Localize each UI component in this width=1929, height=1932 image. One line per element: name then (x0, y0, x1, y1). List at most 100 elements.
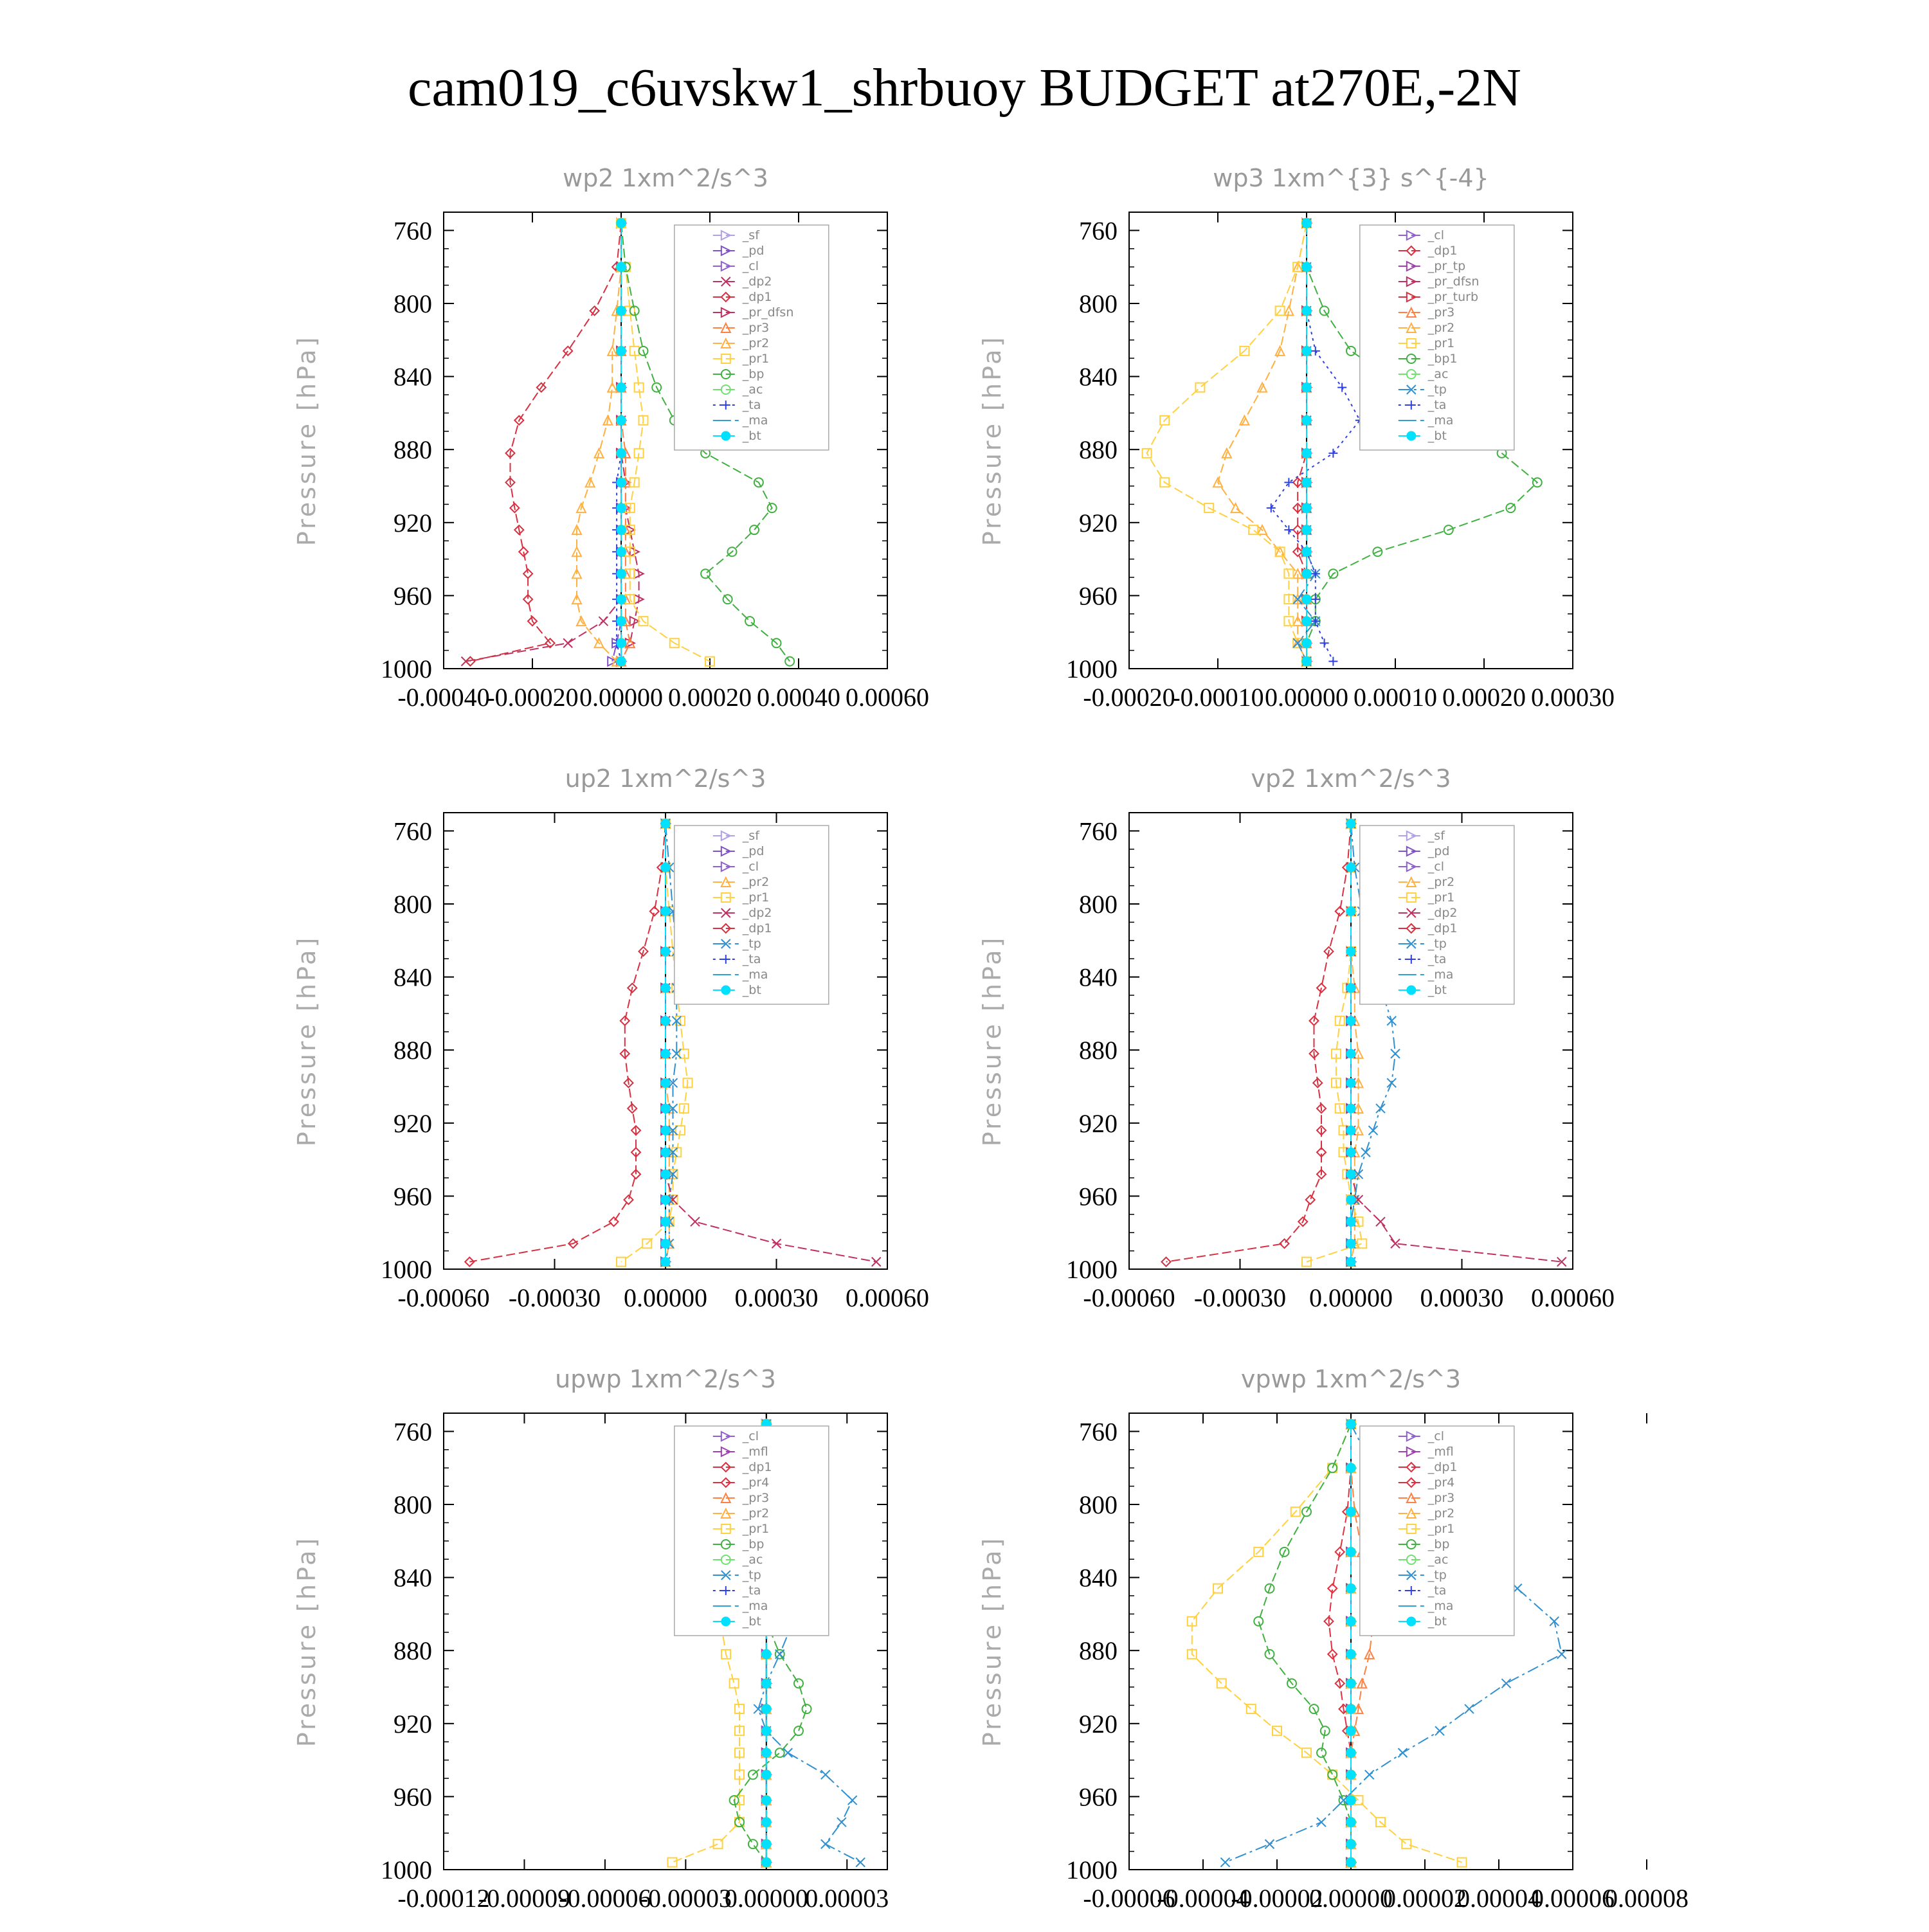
legend-label: _dp1 (742, 290, 772, 304)
data-point (1213, 1583, 1223, 1594)
data-point (1292, 638, 1303, 648)
series-bt (1346, 1419, 1356, 1868)
legend-marker (720, 892, 731, 903)
data-point (1375, 1817, 1386, 1828)
legend-marker (1406, 845, 1418, 857)
data-point (1331, 1078, 1341, 1088)
data-point (660, 946, 671, 957)
data-point (682, 1078, 693, 1088)
legend-label: _ac (742, 383, 763, 397)
data-point (1353, 1169, 1364, 1180)
data-point (771, 638, 782, 649)
data-point (734, 1769, 745, 1780)
legend-label: _ma (1427, 968, 1454, 982)
data-point (1292, 476, 1303, 488)
data-point (761, 1769, 772, 1780)
x-tick-label: 0.00020 (668, 683, 752, 712)
data-point (1375, 1216, 1386, 1227)
legend-label: _pr3 (1427, 1491, 1454, 1505)
data-point (616, 1256, 626, 1267)
data-point (1292, 593, 1303, 605)
series-bt (1346, 818, 1356, 1267)
data-point (774, 1747, 785, 1758)
panel-up2: up2 1xm^2/s^3 Pressure [hPa] 760 800 840 880 9… (293, 764, 929, 1312)
data-point (1238, 414, 1251, 426)
data-point (1327, 1583, 1338, 1594)
data-point (1279, 1546, 1290, 1557)
legend-label: _cl (742, 860, 759, 874)
data-point (619, 1048, 631, 1060)
data-point (1346, 1016, 1356, 1026)
y-tick-label: 760 (394, 216, 432, 245)
series-line-tp (1350, 823, 1397, 1262)
data-point (1248, 525, 1259, 536)
data-point (1316, 1817, 1327, 1827)
data-point (616, 525, 626, 535)
data-point (1274, 305, 1285, 316)
data-point (589, 305, 601, 316)
legend-marker (1406, 1524, 1417, 1534)
data-point (1346, 1817, 1356, 1827)
y-tick-label: 880 (1079, 1036, 1118, 1065)
series-pr1 (1141, 218, 1312, 667)
data-point (638, 946, 649, 957)
data-point (616, 477, 626, 487)
legend-box (674, 224, 829, 451)
legend-label: _pd (742, 244, 765, 258)
series-line-dp2 (466, 223, 622, 662)
legend-marker (721, 276, 731, 287)
data-point (1346, 983, 1356, 993)
data-point (616, 305, 626, 316)
data-point (667, 1857, 678, 1868)
data-point (1264, 1839, 1275, 1849)
y-tick-label: 1000 (1066, 1855, 1118, 1884)
data-point (1334, 1677, 1346, 1689)
legend-label: _cl (1427, 228, 1444, 242)
data-point (734, 1747, 745, 1758)
data-point (1301, 525, 1312, 535)
data-point (616, 503, 626, 513)
legend-marker (721, 908, 731, 918)
legend-marker (720, 1507, 732, 1519)
x-tick-label: 0.00000 (1309, 1884, 1393, 1913)
y-tick-label: 1000 (1066, 1255, 1118, 1284)
y-axis-label: Pressure [hPa] (293, 1536, 321, 1747)
y-tick-label: 920 (1079, 1710, 1118, 1738)
data-point (729, 1795, 739, 1806)
x-tick-label: -0.00020 (1083, 683, 1175, 712)
data-point (571, 546, 583, 557)
series-line-bp (1258, 1423, 1352, 1863)
x-tick-label: -0.00012 (397, 1884, 489, 1913)
data-point (1256, 381, 1268, 393)
y-tick-label: 800 (1079, 289, 1118, 318)
x-tick-label: -0.00002 (1231, 1884, 1323, 1913)
legend-label: _cl (742, 259, 759, 273)
x-tick-label: 0.00002 (1383, 1884, 1467, 1913)
y-tick-label: 800 (1079, 1490, 1118, 1519)
y-tick-label: 800 (394, 289, 432, 318)
data-point (847, 1795, 858, 1805)
x-tick-label: -0.00006 (1083, 1884, 1175, 1913)
series-line-dp1 (470, 222, 622, 662)
data-point (608, 1216, 619, 1227)
data-point (629, 305, 640, 316)
legend-label: _ac (742, 1553, 763, 1567)
data-point (522, 593, 534, 605)
legend-label: _bt (742, 429, 761, 443)
series-bt (616, 218, 626, 667)
legend-marker (720, 845, 732, 857)
data-point (1337, 383, 1347, 392)
data-point (761, 1678, 772, 1688)
data-point (761, 1839, 772, 1849)
data-point (1301, 262, 1312, 272)
x-tick-label: 0.00000 (725, 1884, 808, 1913)
legend-marker (1406, 1507, 1417, 1519)
data-point (761, 1649, 772, 1659)
data-point (855, 1857, 865, 1868)
data-point (705, 656, 715, 667)
data-point (1229, 501, 1242, 514)
legend: _cl_mfl_dp1_pr4_pr3_pr2_pr1_bp_ac_tp_ta_… (1359, 1425, 1515, 1636)
data-point (761, 1857, 772, 1868)
legend-marker (1406, 338, 1417, 348)
data-point (1346, 1547, 1356, 1557)
